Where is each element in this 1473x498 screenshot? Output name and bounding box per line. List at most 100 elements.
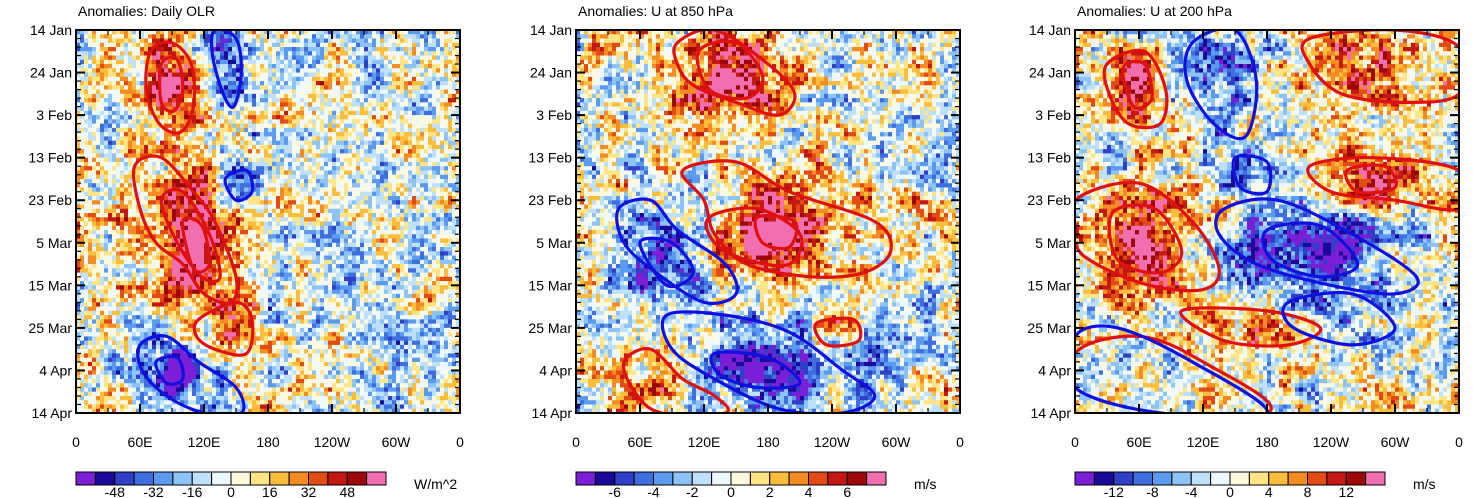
field-cell xyxy=(300,115,305,120)
field-cell xyxy=(232,178,237,184)
field-cell xyxy=(392,102,397,108)
field-cell xyxy=(280,191,285,197)
field-cell xyxy=(256,157,261,163)
field-cell xyxy=(296,68,301,74)
field-cell xyxy=(440,200,445,206)
field-cell xyxy=(232,127,237,133)
field-cell xyxy=(256,204,261,210)
field-cell xyxy=(152,149,157,155)
field-cell xyxy=(180,34,185,40)
field-cell xyxy=(308,72,313,78)
field-cell xyxy=(320,93,325,99)
field-cell xyxy=(200,115,205,120)
field-cell xyxy=(280,132,285,137)
field-cell xyxy=(328,247,333,252)
field-cell xyxy=(360,183,365,189)
field-cell xyxy=(360,38,365,44)
field-cell xyxy=(160,110,165,116)
field-cell xyxy=(84,123,89,129)
field-cell xyxy=(308,221,313,227)
field-cell xyxy=(356,166,361,172)
field-cell xyxy=(352,72,357,78)
field-cell xyxy=(300,221,305,227)
field-cell xyxy=(212,89,217,95)
field-cell xyxy=(324,132,329,137)
field-cell xyxy=(180,195,185,201)
field-cell xyxy=(116,161,121,167)
field-cell xyxy=(108,247,113,252)
field-cell xyxy=(128,123,133,129)
field-cell xyxy=(92,200,97,206)
field-cell xyxy=(456,204,460,210)
field-cell xyxy=(376,212,381,218)
field-cell xyxy=(84,68,89,74)
field-cell xyxy=(112,230,117,235)
field-cell xyxy=(128,195,133,201)
field-cell xyxy=(284,195,289,201)
field-cell xyxy=(180,106,185,112)
field-cell xyxy=(184,76,189,82)
field-cell xyxy=(188,127,193,133)
field-cell xyxy=(440,140,445,146)
field-cell xyxy=(260,187,265,193)
field-cell xyxy=(96,59,101,65)
field-cell xyxy=(184,132,189,137)
field-cell xyxy=(284,221,289,227)
field-cell xyxy=(268,174,273,180)
field-cell xyxy=(296,191,301,197)
field-cell xyxy=(336,59,341,65)
field-cell xyxy=(328,204,333,210)
field-cell xyxy=(256,170,261,176)
field-cell xyxy=(196,140,201,146)
field-cell xyxy=(264,170,269,176)
field-cell xyxy=(136,174,141,180)
field-cell xyxy=(100,230,105,235)
field-cell xyxy=(252,42,257,48)
field-cell xyxy=(104,68,109,74)
field-cell xyxy=(380,38,385,44)
field-cell xyxy=(308,68,313,74)
field-cell xyxy=(436,136,441,142)
field-cell xyxy=(408,123,413,129)
field-cell xyxy=(132,140,137,146)
field-cell xyxy=(356,144,361,150)
field-cell xyxy=(104,242,109,248)
field-cell xyxy=(212,204,217,210)
field-cell xyxy=(172,98,177,103)
field-cell xyxy=(368,85,373,91)
field-cell xyxy=(284,106,289,112)
field-cell xyxy=(412,115,417,120)
field-cell xyxy=(424,234,429,240)
field-cell xyxy=(296,247,301,252)
field-cell xyxy=(160,174,165,180)
field-cell xyxy=(288,51,293,57)
field-cell xyxy=(264,212,269,218)
field-cell xyxy=(404,115,409,120)
field-cell xyxy=(264,238,269,244)
field-cell xyxy=(436,191,441,197)
field-cell xyxy=(296,119,301,125)
field-cell xyxy=(312,225,317,231)
field-cell xyxy=(456,123,460,129)
field-cell xyxy=(252,127,257,133)
field-cell xyxy=(328,230,333,235)
field-cell xyxy=(320,123,325,129)
field-cell xyxy=(120,144,125,150)
field-cell xyxy=(244,42,249,48)
field-cell xyxy=(328,217,333,223)
field-cell xyxy=(328,110,333,116)
field-cell xyxy=(124,140,129,146)
field-cell xyxy=(192,149,197,155)
field-cell xyxy=(352,208,357,214)
field-cell xyxy=(104,102,109,108)
field-cell xyxy=(144,183,149,189)
field-cell xyxy=(220,212,225,218)
field-cell xyxy=(228,247,233,252)
field-cell xyxy=(304,85,309,91)
field-cell xyxy=(200,238,205,244)
field-cell xyxy=(444,200,449,206)
field-cell xyxy=(216,153,221,159)
field-cell xyxy=(428,47,433,52)
field-cell xyxy=(368,230,373,235)
field-cell xyxy=(348,204,353,210)
